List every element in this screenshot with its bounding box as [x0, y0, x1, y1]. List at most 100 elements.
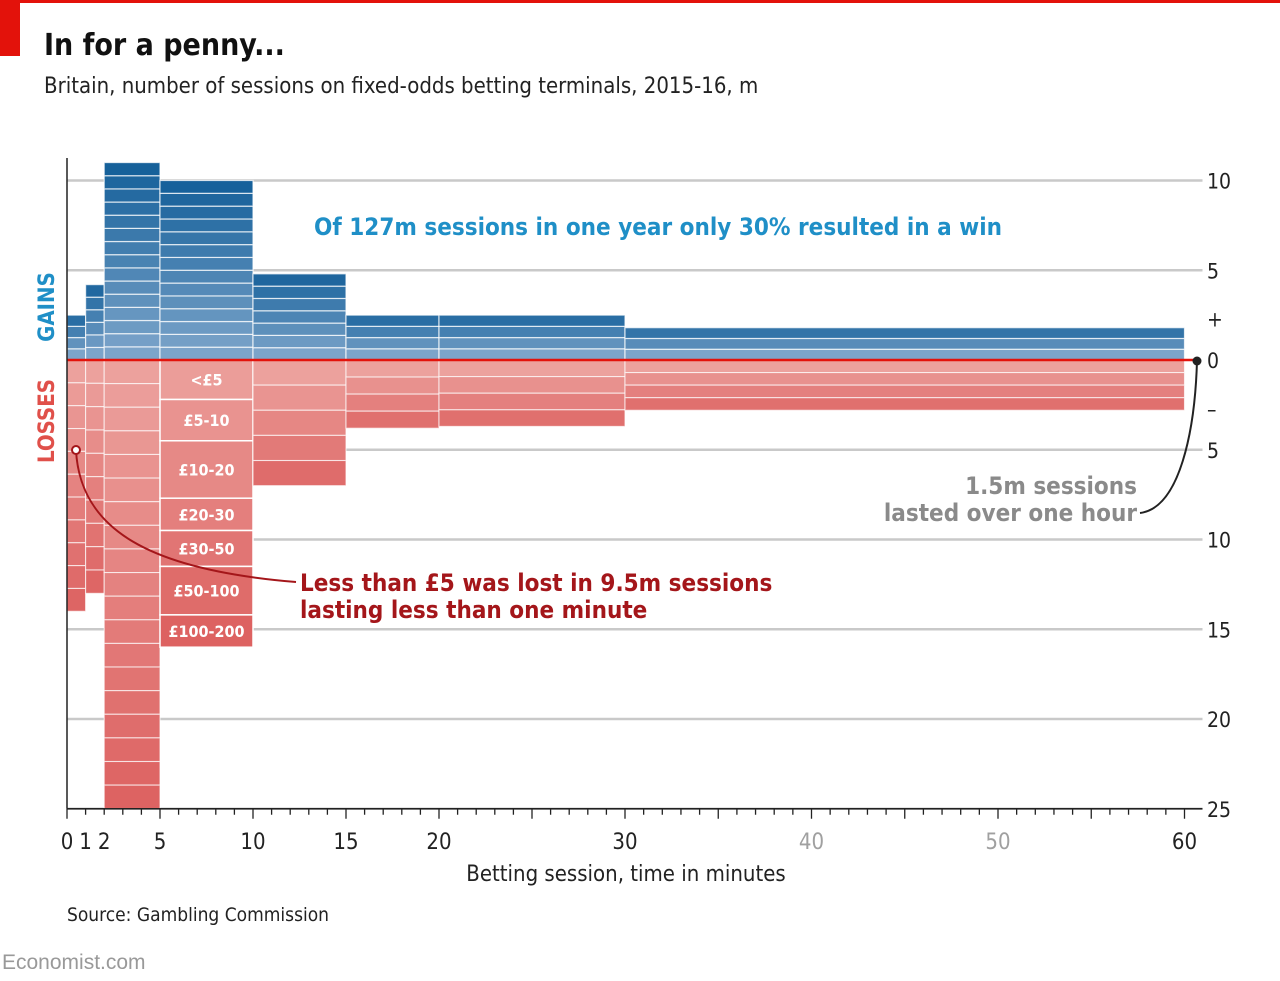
- loss-segment: [66, 359, 87, 384]
- loss-segment: [66, 565, 87, 590]
- loss-segment: [103, 406, 161, 432]
- loss-segment: [252, 459, 347, 487]
- loss-band-label: £50-100: [173, 582, 239, 601]
- y-tick-label-zero: 0: [1207, 349, 1219, 373]
- gain-segment: [159, 308, 254, 323]
- y-tick-label: 10: [1207, 170, 1231, 194]
- gain-segment: [103, 306, 161, 322]
- gain-segment: [159, 320, 254, 335]
- gain-segment: [103, 175, 161, 190]
- loss-segment: [66, 382, 87, 407]
- gain-segment: [159, 231, 254, 246]
- gain-segment: [103, 188, 161, 203]
- loss-segment: [85, 429, 105, 454]
- gain-segment: [66, 348, 87, 361]
- source-note: Source: Gambling Commission: [67, 904, 330, 926]
- win-annotation: Of 127m sessions in one year only 30% re…: [314, 213, 1002, 241]
- gain-segment: [103, 346, 161, 361]
- loss-segment: [103, 666, 161, 692]
- loss-segment: [103, 383, 161, 408]
- x-tick-label: 2: [98, 830, 111, 855]
- loss-segment: [103, 477, 161, 503]
- loss-segment: [438, 392, 626, 411]
- bin-30-60: [624, 327, 1186, 411]
- loss-segment: [103, 619, 161, 644]
- gain-segment: [159, 256, 254, 271]
- x-tick-label: 0: [61, 830, 74, 855]
- bin-5-10: [159, 179, 254, 648]
- gain-segment: [438, 348, 626, 361]
- bin-0-1: [66, 314, 87, 612]
- gain-segment: [624, 327, 1186, 340]
- loss-segment: [438, 376, 626, 394]
- bin-20-30: [438, 314, 626, 427]
- gain-segment: [103, 333, 161, 348]
- under-minute-leader: [75, 449, 297, 583]
- loss-segment: [345, 410, 440, 429]
- brand-mark: Economist.com: [2, 951, 146, 974]
- loss-segment: [66, 496, 87, 521]
- loss-segment: [103, 784, 161, 810]
- gain-segment: [103, 319, 161, 335]
- gain-segment: [345, 314, 440, 327]
- gain-segment: [159, 269, 254, 284]
- loss-segment: [252, 359, 347, 386]
- loss-band: [159, 614, 254, 648]
- chart-title: In for a penny...: [44, 28, 285, 63]
- gain-segment: [252, 322, 347, 336]
- gain-segment: [103, 227, 161, 243]
- gain-segment: [103, 161, 161, 177]
- loss-segment: [103, 501, 161, 526]
- gain-segment: [624, 337, 1186, 350]
- loss-segment: [103, 359, 161, 385]
- y-tick-label: 10: [1207, 529, 1231, 553]
- loss-segment: [66, 587, 87, 612]
- x-tick-label: 30: [612, 830, 637, 855]
- gain-segment: [438, 325, 626, 339]
- y-tick-label: +: [1207, 308, 1223, 332]
- gains-label: GAINS: [35, 272, 60, 342]
- loss-band: [159, 398, 254, 442]
- under-minute-annotation-2: lasting less than one minute: [300, 596, 647, 624]
- loss-band-label: <£5: [190, 371, 222, 390]
- loss-segment: [85, 406, 105, 431]
- x-tick-label: 5: [154, 830, 167, 855]
- loss-segment: [66, 542, 87, 567]
- gain-segment: [66, 336, 87, 350]
- loss-segment: [85, 546, 105, 571]
- loss-segment: [252, 434, 347, 462]
- loss-segment: [85, 382, 105, 408]
- gain-segment: [252, 297, 347, 312]
- loss-segment: [103, 595, 161, 621]
- loss-segment: [85, 569, 105, 594]
- loss-segment: [624, 397, 1186, 411]
- loss-segment: [103, 548, 161, 574]
- loss-segment: [345, 393, 440, 412]
- gain-segment: [159, 192, 254, 207]
- gain-segment: [159, 205, 254, 220]
- x-tick-label: 50: [985, 830, 1010, 855]
- x-axis-title: Betting session, time in minutes: [466, 862, 785, 887]
- annotations: Of 127m sessions in one year only 30% re…: [71, 213, 1202, 624]
- gain-segment: [345, 348, 440, 361]
- gain-segment: [252, 310, 347, 324]
- gain-segment: [84, 334, 105, 349]
- gain-segment: [103, 293, 161, 308]
- gain-segment: [103, 254, 161, 269]
- chart-area: <£5 £5-10 £10-20 £20-30 £30-50 £50-100 £100-20…: [35, 158, 1231, 887]
- gain-segment: [84, 309, 105, 323]
- gain-segment: [345, 325, 440, 339]
- gain-segment: [159, 333, 254, 348]
- gain-segment: [159, 244, 254, 259]
- gain-segment: [84, 284, 105, 298]
- brand-tag: [0, 0, 20, 56]
- under-minute-annotation-1: Less than £5 was lost in 9.5m sessions: [300, 569, 772, 597]
- y-tick-label: 15: [1207, 618, 1231, 642]
- chart-subtitle: Britain, number of sessions on fixed-odd…: [44, 74, 759, 99]
- y-tick-label: 5: [1207, 439, 1219, 463]
- x-tick-label: 60: [1172, 830, 1197, 855]
- y-tick-label: –: [1207, 397, 1216, 421]
- over-hour-annotation-2: lasted over one hour: [884, 499, 1137, 527]
- loss-segment: [103, 642, 161, 668]
- over-hour-leader: [1139, 360, 1198, 514]
